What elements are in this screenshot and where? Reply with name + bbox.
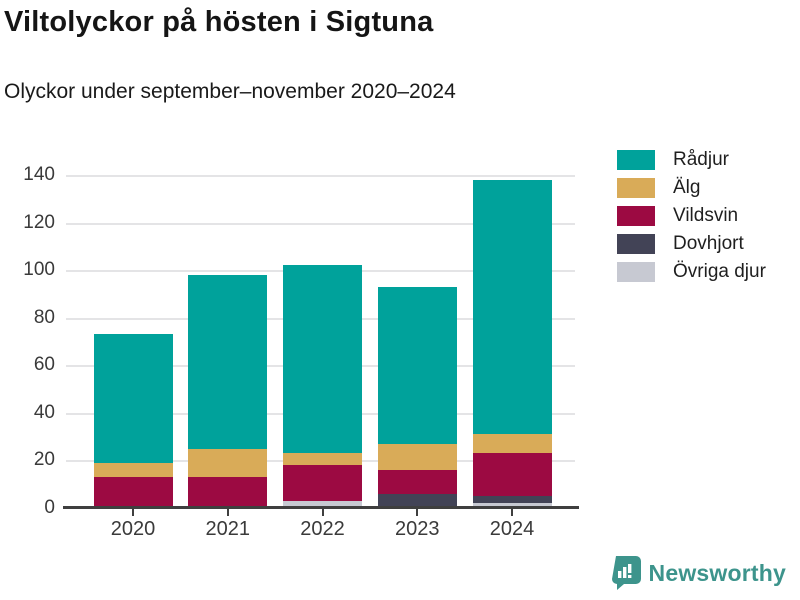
legend-label: Rådjur	[673, 149, 729, 170]
y-tick-label: 140	[23, 164, 55, 185]
y-tick-label: 20	[33, 449, 55, 471]
legend-label: Vildsvin	[673, 205, 739, 226]
bar-2023	[377, 286, 457, 508]
y-tick-label: 60	[33, 354, 55, 376]
legend-label: Dovhjort	[673, 233, 744, 254]
bar-segment	[93, 462, 173, 478]
bar-segment	[472, 179, 552, 435]
legend-label: Övriga djur	[673, 261, 766, 282]
bar-segment	[283, 453, 362, 466]
bar-segment	[283, 265, 362, 454]
legend-row: Dovhjort	[617, 233, 766, 254]
y-tick-label: 80	[33, 306, 55, 328]
y-tick-label: 100	[23, 259, 55, 281]
bar-2021	[188, 274, 268, 508]
bar-segment	[472, 434, 552, 454]
y-axis-labels: 0 20 40 60 80 100 120 140	[0, 0, 55, 600]
brand-text: Newsworthy	[648, 559, 786, 586]
chart-title: Viltolyckor på hösten i Sigtuna	[4, 6, 434, 38]
legend-swatch	[617, 178, 655, 198]
newsworthy-logo: Newsworthy	[611, 556, 786, 590]
plot-area	[63, 175, 578, 508]
bar-segment	[283, 465, 362, 501]
chart-subtitle: Olyckor under september–november 2020–20…	[4, 80, 456, 103]
gridline	[66, 175, 575, 177]
gridline	[66, 222, 575, 225]
x-tick	[416, 509, 419, 516]
bar-2020	[93, 334, 173, 508]
legend-row: Älg	[617, 177, 766, 198]
bar-segment	[377, 443, 457, 470]
bar-segment	[472, 496, 552, 504]
bar-segment	[472, 503, 552, 508]
x-tick	[226, 509, 229, 516]
legend-swatch	[617, 234, 655, 254]
newsworthy-logo-icon	[611, 556, 641, 590]
bar-2022	[283, 265, 362, 508]
y-tick-label: 0	[44, 497, 55, 518]
y-tick-label: 120	[23, 211, 55, 233]
bar-segment	[188, 477, 268, 508]
x-tick	[132, 509, 134, 516]
bar-segment	[93, 477, 173, 508]
x-tick-label: 2020	[110, 518, 156, 540]
x-tick	[511, 509, 513, 516]
legend-row: Övriga djur	[617, 261, 766, 282]
x-tick-label: 2024	[489, 518, 535, 540]
legend-label: Älg	[673, 177, 701, 198]
legend-swatch	[617, 262, 655, 282]
x-axis-line	[63, 506, 579, 509]
bar-segment	[377, 469, 457, 494]
bar-segment	[472, 453, 552, 497]
legend: Rådjur Älg Vildsvin Dovhjort Övriga djur	[617, 149, 766, 290]
bar-2024	[472, 179, 552, 508]
legend-swatch	[617, 150, 655, 170]
bar-segment	[188, 274, 268, 449]
x-tick-label: 2023	[395, 518, 440, 540]
x-tick	[321, 509, 324, 516]
bar-segment	[188, 448, 268, 478]
y-tick-label: 40	[33, 401, 55, 423]
bar-segment	[377, 286, 457, 444]
legend-row: Rådjur	[617, 149, 766, 170]
x-tick-label: 2021	[205, 518, 251, 540]
bar-segment	[377, 493, 457, 506]
legend-swatch	[617, 206, 655, 226]
bar-segment	[93, 334, 173, 463]
legend-row: Vildsvin	[617, 205, 766, 226]
x-tick-label: 2022	[300, 518, 345, 540]
bar-segment	[283, 500, 362, 508]
